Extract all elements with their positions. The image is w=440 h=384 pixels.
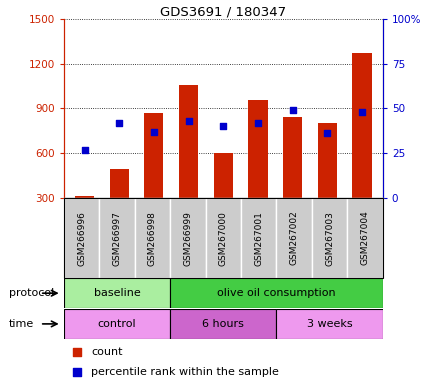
- Point: [220, 123, 227, 129]
- Bar: [312, 198, 347, 278]
- Bar: [276, 198, 312, 278]
- Bar: [135, 198, 170, 278]
- Text: time: time: [9, 319, 34, 329]
- Bar: [99, 198, 135, 278]
- Bar: [276, 309, 383, 339]
- Text: GSM266998: GSM266998: [148, 211, 157, 265]
- Text: GSM267001: GSM267001: [254, 211, 263, 265]
- Text: protocol: protocol: [9, 288, 54, 298]
- Point: [359, 109, 366, 115]
- Point: [336, 70, 343, 76]
- Bar: [64, 198, 99, 278]
- Text: GSM267003: GSM267003: [325, 211, 334, 265]
- Bar: [241, 198, 276, 278]
- Text: GSM267004: GSM267004: [360, 211, 370, 265]
- Point: [324, 131, 331, 137]
- Bar: [64, 278, 170, 308]
- Point: [81, 146, 88, 152]
- Text: GSM266996: GSM266996: [77, 211, 86, 265]
- Bar: [170, 309, 276, 339]
- Bar: [144, 113, 164, 198]
- Point: [150, 129, 158, 135]
- Bar: [283, 118, 302, 198]
- Title: GDS3691 / 180347: GDS3691 / 180347: [160, 5, 286, 18]
- Bar: [110, 169, 129, 198]
- Text: control: control: [98, 319, 136, 329]
- Text: GSM267000: GSM267000: [219, 211, 228, 265]
- Point: [116, 120, 123, 126]
- Point: [336, 247, 343, 253]
- Bar: [249, 99, 268, 198]
- Bar: [352, 53, 371, 198]
- Text: GSM266999: GSM266999: [183, 211, 192, 265]
- Bar: [170, 198, 205, 278]
- Text: percentile rank within the sample: percentile rank within the sample: [91, 367, 279, 377]
- Text: GSM266997: GSM266997: [113, 211, 121, 265]
- Point: [185, 118, 192, 124]
- Text: 3 weeks: 3 weeks: [307, 319, 352, 329]
- Bar: [179, 85, 198, 198]
- Text: baseline: baseline: [94, 288, 140, 298]
- Text: 6 hours: 6 hours: [202, 319, 244, 329]
- Bar: [214, 153, 233, 198]
- Bar: [170, 278, 383, 308]
- Bar: [64, 309, 170, 339]
- Text: GSM267002: GSM267002: [290, 211, 299, 265]
- Point: [254, 120, 261, 126]
- Bar: [75, 195, 94, 198]
- Bar: [318, 123, 337, 198]
- Text: olive oil consumption: olive oil consumption: [217, 288, 336, 298]
- Bar: [347, 198, 383, 278]
- Bar: [205, 198, 241, 278]
- Point: [289, 107, 296, 113]
- Text: count: count: [91, 347, 122, 357]
